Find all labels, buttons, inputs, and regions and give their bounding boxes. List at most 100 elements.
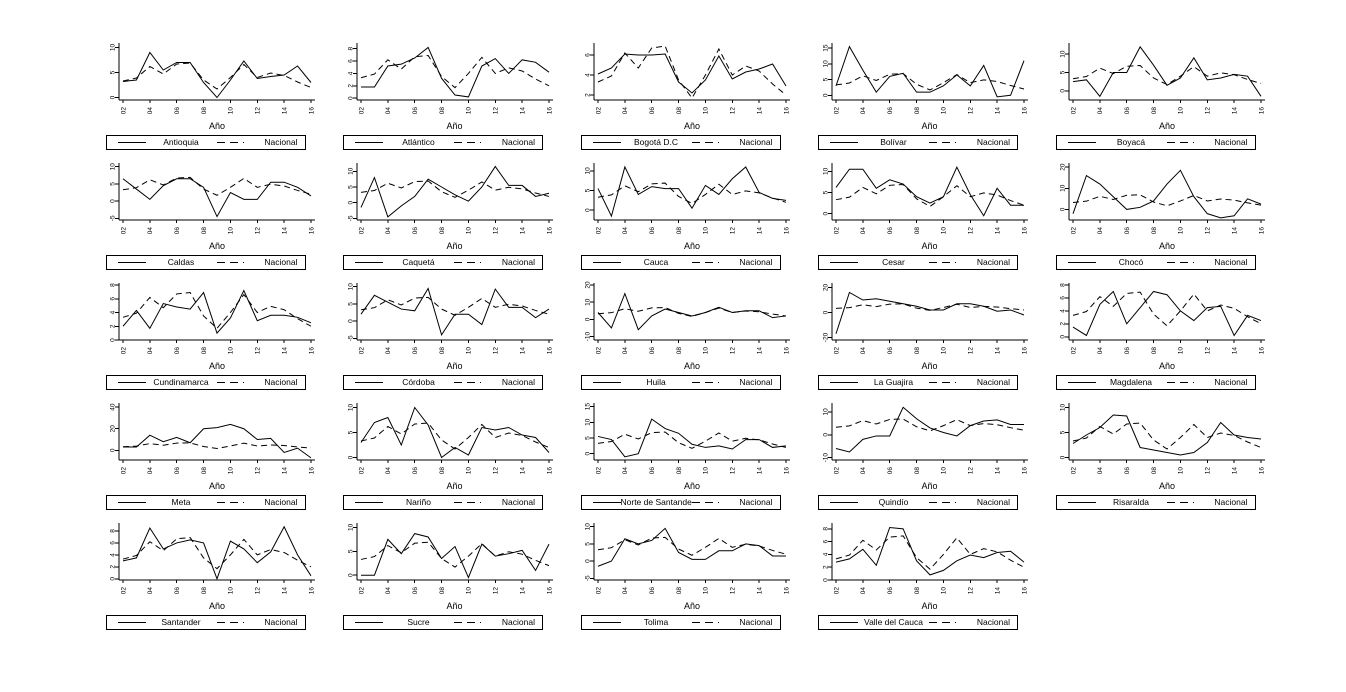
x-tick-label: 14 (519, 107, 526, 115)
x-tick-label: 12 (967, 227, 974, 235)
legend-department-label: Magdalena (1109, 377, 1153, 387)
legend-nacional-label: Nacional (976, 137, 1010, 147)
x-tick-label: 14 (281, 587, 288, 595)
x-tick-label: 06 (1124, 107, 1131, 115)
plot-area: -5 0 5 10 02 04 06 08 10 12 14 16 (347, 283, 553, 355)
x-tick-label: 14 (994, 347, 1001, 355)
x-tick-label: 02 (833, 227, 840, 235)
x-tick-label: 06 (412, 227, 419, 235)
x-tick-label: 08 (676, 587, 683, 595)
x-tick-label: 14 (994, 227, 1001, 235)
solid-line-sample (830, 142, 858, 143)
x-axis-title: Año (1158, 481, 1175, 491)
x-tick-label: 12 (730, 347, 737, 355)
y-tick-label: 2 (1059, 322, 1066, 326)
x-tick-label: 06 (649, 227, 656, 235)
x-tick-label: 02 (1070, 467, 1077, 475)
department-line (122, 178, 312, 218)
legend-nacional-label: Nacional (1214, 497, 1248, 507)
nacional-line (1072, 291, 1262, 327)
x-tick-label: 08 (1151, 227, 1158, 235)
legend-box: Cauca Nacional (580, 255, 781, 270)
nacional-line (122, 292, 312, 330)
y-tick-label: 0 (822, 433, 829, 437)
x-tick-label: 02 (120, 347, 127, 355)
x-tick-label: 16 (308, 227, 315, 235)
chart-panel-tolima: -5 0 5 10 02 04 06 08 10 12 14 16 Año Tolima Nacional (568, 520, 793, 638)
x-tick-label: 12 (1205, 107, 1212, 115)
y-tick-label: 10 (822, 167, 829, 175)
x-tick-label: 02 (358, 467, 365, 475)
x-tick-label: 10 (1178, 467, 1185, 475)
x-tick-label: 16 (1258, 347, 1265, 355)
legend-department-label: Córdoba (402, 377, 435, 387)
x-tick-label: 08 (913, 347, 920, 355)
x-axis-title: Año (1158, 121, 1175, 131)
x-tick-label: 02 (358, 587, 365, 595)
x-tick-label: 02 (358, 347, 365, 355)
y-tick-label: 10 (584, 167, 591, 175)
y-tick-label: 5 (822, 190, 829, 194)
x-tick-label: 06 (887, 227, 894, 235)
legend-department-label: Bolívar (880, 137, 907, 147)
y-tick-label: 10 (109, 44, 116, 52)
dashed-line-sample (1166, 502, 1194, 503)
nacional-line (597, 536, 787, 556)
department-line (360, 406, 549, 459)
x-tick-label: 04 (622, 467, 629, 475)
x-tick-label: 14 (281, 107, 288, 115)
x-tick-label: 12 (967, 347, 974, 355)
department-line (1072, 414, 1262, 456)
x-tick-label: 10 (703, 107, 710, 115)
x-tick-label: 08 (438, 587, 445, 595)
dashed-line-sample (691, 142, 719, 143)
x-tick-label: 06 (412, 347, 419, 355)
legend-department-label: Chocó (1118, 257, 1144, 267)
y-tick-label: -20 (822, 332, 829, 342)
x-tick-label: 14 (519, 467, 526, 475)
x-axis-title: Año (921, 241, 938, 251)
legend-box: Cundinamarca Nacional (105, 375, 306, 390)
x-tick-label: 08 (201, 467, 208, 475)
legend-nacional-label: Nacional (1214, 137, 1248, 147)
x-tick-label: 12 (967, 587, 974, 595)
y-tick-label: 5 (347, 185, 354, 189)
x-tick-label: 04 (860, 227, 867, 235)
solid-line-sample (830, 622, 858, 623)
nacional-line (360, 54, 549, 89)
x-tick-label: 16 (308, 347, 315, 355)
x-tick-label: 06 (412, 107, 419, 115)
legend-department-label: Cundinamarca (153, 377, 209, 387)
x-tick-label: 04 (622, 227, 629, 235)
x-tick-label: 14 (1231, 467, 1238, 475)
x-tick-label: 16 (783, 467, 790, 475)
dashed-line-sample (691, 622, 719, 623)
legend-box: Meta Nacional (105, 495, 306, 510)
y-tick-label: 0 (347, 573, 354, 577)
x-tick-label: 10 (1178, 347, 1185, 355)
plot-area: 0 5 10 02 04 06 08 10 12 14 16 (347, 523, 553, 595)
x-tick-label: 10 (465, 347, 472, 355)
legend-department-label: Nariño (405, 497, 432, 507)
y-tick-label: 5 (584, 188, 591, 192)
x-tick-label: 10 (703, 347, 710, 355)
department-line (360, 533, 549, 579)
x-tick-label: 02 (833, 587, 840, 595)
x-axis-title: Año (446, 241, 463, 251)
x-tick-label: 16 (546, 587, 553, 595)
plot-area: 0 5 10 15 02 04 06 08 10 12 14 16 (584, 403, 790, 475)
y-tick-label: -5 (584, 575, 591, 581)
dashed-line-sample (216, 262, 244, 263)
solid-line-sample (117, 502, 146, 503)
y-tick-label: 10 (347, 404, 354, 412)
x-tick-label: 14 (281, 227, 288, 235)
y-tick-label: 6 (347, 59, 354, 63)
x-axis-title: Año (1158, 241, 1175, 251)
legend-box: La Guajira Nacional (818, 375, 1018, 390)
x-tick-label: 02 (358, 227, 365, 235)
chart-panel-norte-de-santander: 0 5 10 15 02 04 06 08 10 12 14 16 Año Norte de Santan… (568, 400, 793, 518)
x-tick-label: 14 (994, 587, 1001, 595)
x-tick-label: 10 (465, 107, 472, 115)
chart-panel-risaralda: 0 5 10 02 04 06 08 10 12 14 16 Año Risaralda Nacional (1043, 400, 1268, 518)
x-axis-title: Año (446, 121, 463, 131)
